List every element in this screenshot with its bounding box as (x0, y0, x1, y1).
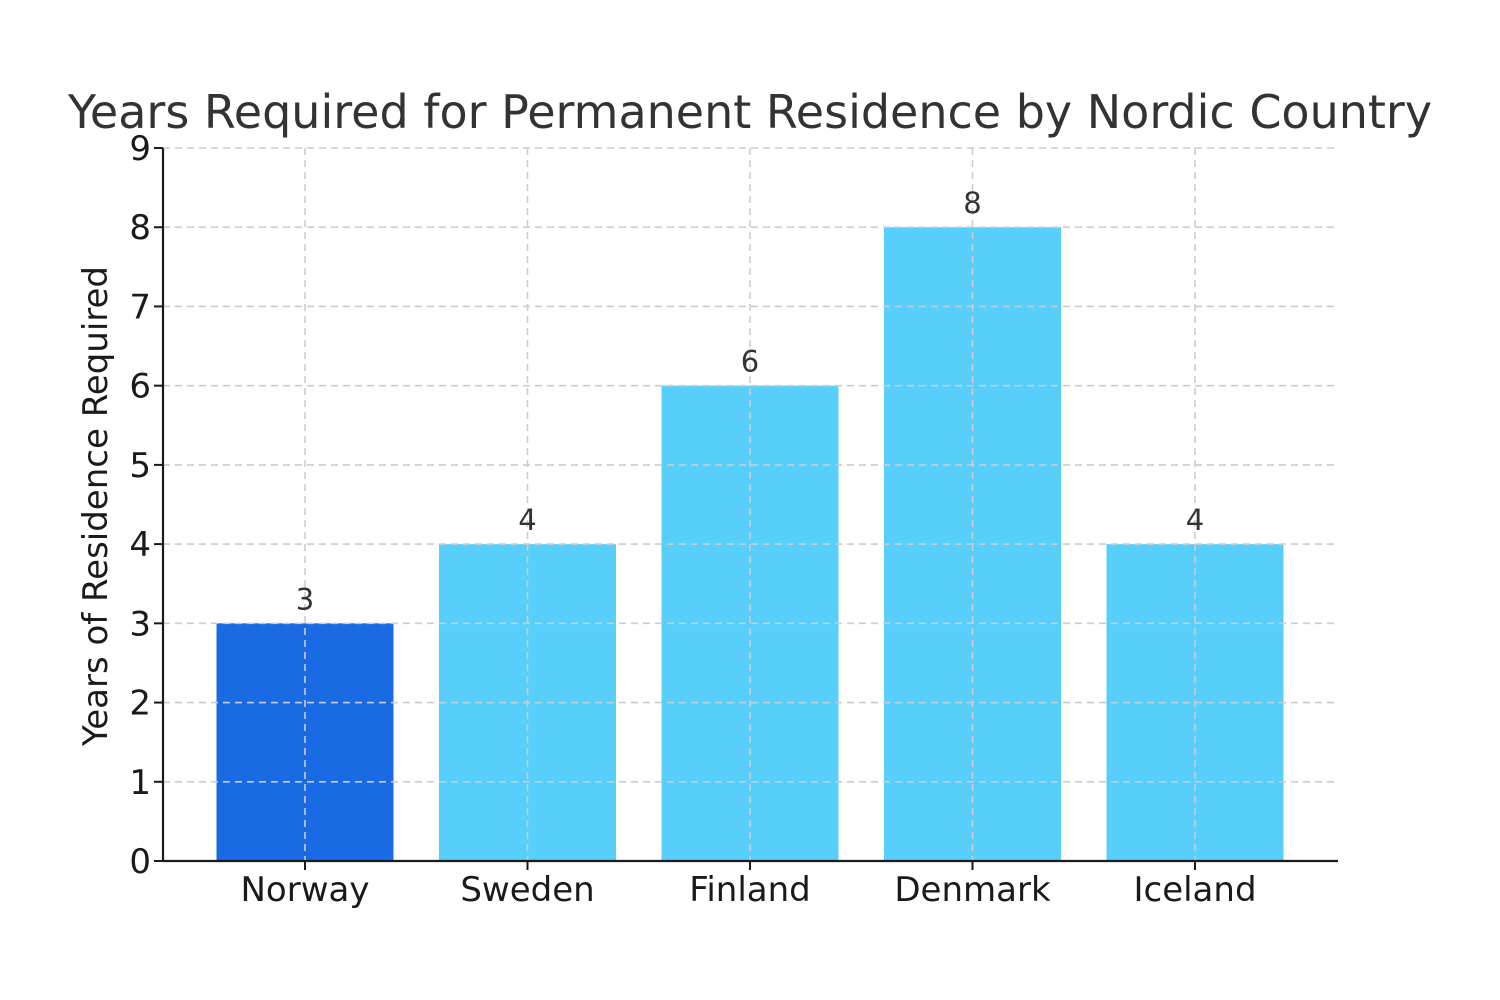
axis-layer (154, 147, 1338, 870)
y-tick-label: 6 (129, 367, 151, 407)
data-label: 8 (963, 186, 981, 220)
x-tick-label: Norway (241, 870, 370, 910)
x-tick-label: Iceland (1133, 870, 1256, 910)
label-layer: 0 1 2 3 4 5 6 7 8 9 Norway 3 Sweden 4 Finland 6 Denmark 8… (129, 129, 1256, 910)
x-tick-label: Denmark (894, 870, 1051, 910)
data-label: 4 (1186, 503, 1204, 537)
y-tick-label: 3 (129, 604, 151, 644)
y-tick-label: 5 (129, 446, 151, 486)
data-label: 3 (296, 582, 314, 616)
y-tick-label: 4 (129, 525, 151, 565)
data-label: 6 (741, 345, 759, 379)
y-tick-label: 8 (129, 208, 151, 248)
y-tick-label: 2 (129, 684, 151, 724)
x-tick-label: Finland (689, 870, 811, 910)
y-tick-label: 9 (129, 129, 151, 169)
y-tick-label: 0 (129, 842, 151, 882)
y-axis-label: Years of Residence Required (76, 266, 116, 747)
y-tick-label: 1 (129, 763, 151, 803)
x-tick-label: Sweden (460, 870, 594, 910)
y-tick-label: 7 (129, 287, 151, 327)
chart-title: Years Required for Permanent Residence b… (67, 85, 1432, 139)
data-label: 4 (518, 503, 536, 537)
grid-layer (163, 147, 1338, 861)
